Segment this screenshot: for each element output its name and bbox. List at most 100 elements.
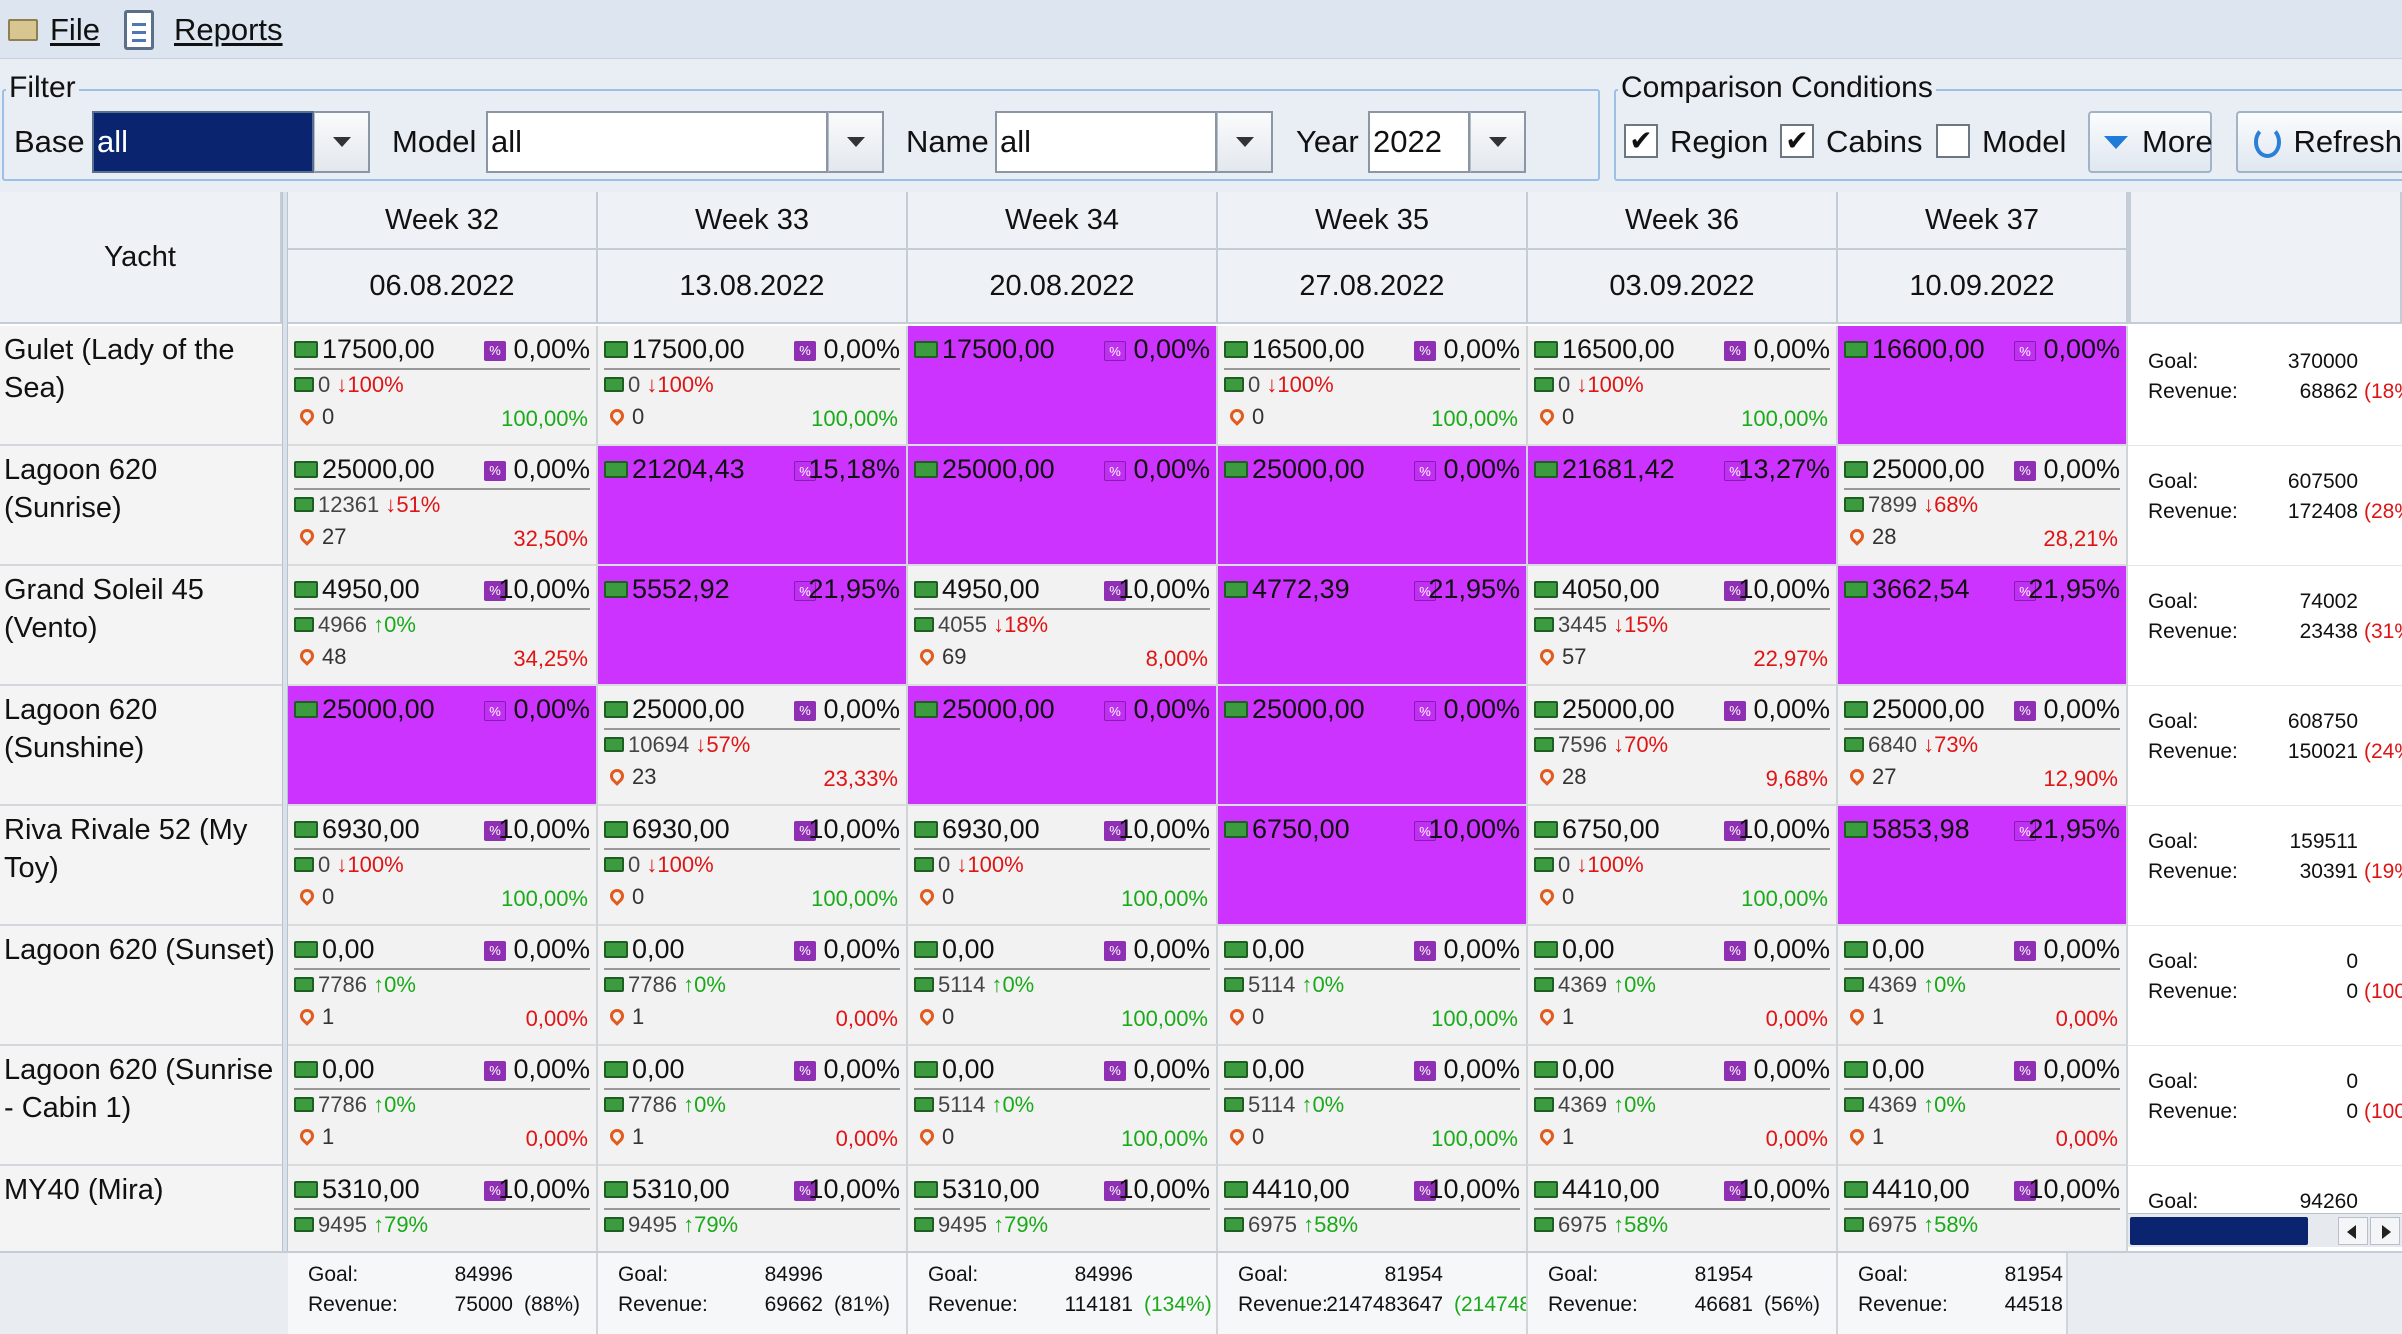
price-cell[interactable]: 4950,00% 10,00% 4055 ↓18% 69 8,00% xyxy=(908,566,1218,686)
arrow-down-icon: ↓ xyxy=(330,852,348,877)
reports-menu[interactable]: Reports xyxy=(124,0,283,59)
yacht-name[interactable]: Gulet (Lady of the Sea) xyxy=(0,326,282,446)
refresh-button[interactable]: Refresh xyxy=(2236,111,2402,173)
price-cell[interactable]: 0,00% 0,00% 5114 ↑0% 0 100,00% xyxy=(1218,1046,1528,1166)
yacht-name[interactable]: Lagoon 620 (Sunset) xyxy=(0,926,282,1046)
price-cell[interactable]: 0,00% 0,00% 4369 ↑0% 1 0,00% xyxy=(1528,1046,1838,1166)
week-header[interactable]: Week 35 xyxy=(1218,192,1528,250)
more-button[interactable]: More xyxy=(2088,111,2213,173)
yacht-name[interactable]: Lagoon 620 (Sunrise) xyxy=(0,446,282,566)
week-header[interactable]: Week 32 xyxy=(288,192,598,250)
price-cell[interactable]: 16500,00% 0,00% 0 ↓100% 0 100,00% xyxy=(1528,326,1838,446)
region-checkbox[interactable]: ✔ xyxy=(1624,124,1658,158)
price-cell[interactable]: 25000,00% 0,00% 7899 ↓68% 28 28,21% xyxy=(1838,446,2128,566)
percent-icon: % xyxy=(1724,941,1746,961)
price-cell[interactable]: 0,00% 0,00% 5114 ↑0% 0 100,00% xyxy=(1218,926,1528,1046)
price-cell[interactable]: 6750,00% 10,00% xyxy=(1218,806,1528,926)
price-cell[interactable]: 21204,43% 15,18% xyxy=(598,446,908,566)
occupancy-value: 5114 xyxy=(1248,972,1296,997)
week-date-header: 10.09.2022 xyxy=(1838,250,2128,324)
occupancy-value: 4369 xyxy=(1558,1092,1607,1117)
yacht-name[interactable]: Lagoon 620 (Sunshine) xyxy=(0,686,282,806)
price-cell[interactable]: 17500,00% 0,00% xyxy=(908,326,1218,446)
base-dropdown-button[interactable] xyxy=(314,111,370,173)
yacht-name[interactable]: Grand Soleil 45 (Vento) xyxy=(0,566,282,686)
arrow-up-icon: ↑ xyxy=(1295,1092,1313,1117)
cabins-checkbox[interactable]: ✔ xyxy=(1780,124,1814,158)
price-cell[interactable]: 4950,00% 10,00% 4966 ↑0% 48 34,25% xyxy=(288,566,598,686)
price-cell[interactable]: 3662,54% 21,95% xyxy=(1838,566,2128,686)
price-cell[interactable]: 25000,00% 0,00% 6840 ↓73% 27 12,90% xyxy=(1838,686,2128,806)
week-header[interactable]: Week 36 xyxy=(1528,192,1838,250)
file-menu[interactable]: File xyxy=(8,0,100,59)
name-combo[interactable]: all xyxy=(995,111,1217,173)
price-cell[interactable]: 0,00% 0,00% 5114 ↑0% 0 100,00% xyxy=(908,1046,1218,1166)
separator xyxy=(1224,1208,1520,1210)
week-header[interactable]: Week 37 xyxy=(1838,192,2128,250)
model-dropdown-button[interactable] xyxy=(828,111,884,173)
price-cell[interactable]: 25000,00% 0,00% xyxy=(908,686,1218,806)
price-cell[interactable]: 0,00% 0,00% 7786 ↑0% 1 0,00% xyxy=(598,926,908,1046)
scroll-left-button[interactable] xyxy=(2338,1217,2368,1245)
more-button-label: More xyxy=(2142,124,2213,159)
price-cell[interactable]: 4050,00% 10,00% 3445 ↓15% 57 22,97% xyxy=(1528,566,1838,686)
arrow-down-icon: ↓ xyxy=(1606,612,1625,637)
name-dropdown-button[interactable] xyxy=(1217,111,1273,173)
money-icon xyxy=(294,461,318,478)
price-cell[interactable]: 25000,00% 0,00% 12361 ↓51% 27 32,50% xyxy=(288,446,598,566)
goal-value: 84996 xyxy=(1074,1263,1133,1286)
scrollbar-thumb[interactable] xyxy=(2130,1217,2308,1245)
discount-value: 10,00% xyxy=(498,1174,590,1204)
year-dropdown-button[interactable] xyxy=(1470,111,1526,173)
percent-icon: % xyxy=(2014,701,2036,721)
discount-value: 10,00% xyxy=(2028,1174,2120,1204)
price-cell[interactable]: 25000,00% 0,00% xyxy=(1218,686,1528,806)
price-cell[interactable]: 0,00% 0,00% 4369 ↑0% 1 0,00% xyxy=(1838,1046,2128,1166)
price-cell[interactable]: 16500,00% 0,00% 0 ↓100% 0 100,00% xyxy=(1218,326,1528,446)
percent-icon: % xyxy=(484,941,506,961)
model-checkbox[interactable] xyxy=(1936,124,1970,158)
yacht-column-header[interactable]: Yacht xyxy=(0,192,282,324)
occupancy-line: 0 ↓100% xyxy=(318,852,404,878)
days-value: 1 xyxy=(1562,1124,1575,1149)
money-icon xyxy=(294,701,318,718)
location-pin-icon xyxy=(917,886,937,906)
price-cell[interactable]: 6930,00% 10,00% 0 ↓100% 0 100,00% xyxy=(908,806,1218,926)
occupancy-line: 4966 ↑0% xyxy=(318,612,416,638)
year-combo[interactable]: 2022 xyxy=(1368,111,1470,173)
scroll-right-button[interactable] xyxy=(2370,1217,2400,1245)
price-cell[interactable]: 17500,00% 0,00% 0 ↓100% 0 100,00% xyxy=(288,326,598,446)
filter-group xyxy=(2,89,1600,181)
price-cell[interactable]: 0,00% 0,00% 4369 ↑0% 1 0,00% xyxy=(1838,926,2128,1046)
price-cell[interactable]: 6930,00% 10,00% 0 ↓100% 0 100,00% xyxy=(288,806,598,926)
column-splitter[interactable] xyxy=(282,192,288,1251)
price-cell[interactable]: 0,00% 0,00% 7786 ↑0% 1 0,00% xyxy=(288,926,598,1046)
price-cell[interactable]: 5853,98% 21,95% xyxy=(1838,806,2128,926)
base-combo[interactable]: all xyxy=(92,111,314,173)
price-cell[interactable]: 25000,00% 0,00% 10694 ↓57% 23 23,33% xyxy=(598,686,908,806)
occupancy-line: 7786 ↑0% xyxy=(628,972,726,998)
price-cell[interactable]: 25000,00% 0,00% xyxy=(288,686,598,806)
price-cell[interactable]: 16600,00% 0,00% xyxy=(1838,326,2128,446)
price-cell[interactable]: 17500,00% 0,00% 0 ↓100% 0 100,00% xyxy=(598,326,908,446)
price-cell[interactable]: 25000,00% 0,00% xyxy=(908,446,1218,566)
yacht-name[interactable]: Riva Rivale 52 (My Toy) xyxy=(0,806,282,926)
yacht-name[interactable]: Lagoon 620 (Sunrise - Cabin 1) xyxy=(0,1046,282,1166)
price-cell[interactable]: 5552,92% 21,95% xyxy=(598,566,908,686)
horizontal-scrollbar[interactable] xyxy=(2128,1213,2402,1247)
week-header[interactable]: Week 33 xyxy=(598,192,908,250)
price-cell[interactable]: 0,00% 0,00% 4369 ↑0% 1 0,00% xyxy=(1528,926,1838,1046)
money-icon xyxy=(1844,581,1868,598)
week-header[interactable]: Week 34 xyxy=(908,192,1218,250)
percent-icon: % xyxy=(1724,461,1746,481)
price-cell[interactable]: 0,00% 0,00% 5114 ↑0% 0 100,00% xyxy=(908,926,1218,1046)
price-cell[interactable]: 21681,42% 13,27% xyxy=(1528,446,1838,566)
price-cell[interactable]: 25000,00% 0,00% 7596 ↓70% 28 9,68% xyxy=(1528,686,1838,806)
price-cell[interactable]: 6930,00% 10,00% 0 ↓100% 0 100,00% xyxy=(598,806,908,926)
price-cell[interactable]: 6750,00% 10,00% 0 ↓100% 0 100,00% xyxy=(1528,806,1838,926)
model-combo[interactable]: all xyxy=(486,111,828,173)
price-cell[interactable]: 0,00% 0,00% 7786 ↑0% 1 0,00% xyxy=(598,1046,908,1166)
price-cell[interactable]: 25000,00% 0,00% xyxy=(1218,446,1528,566)
price-cell[interactable]: 0,00% 0,00% 7786 ↑0% 1 0,00% xyxy=(288,1046,598,1166)
price-cell[interactable]: 4772,39% 21,95% xyxy=(1218,566,1528,686)
